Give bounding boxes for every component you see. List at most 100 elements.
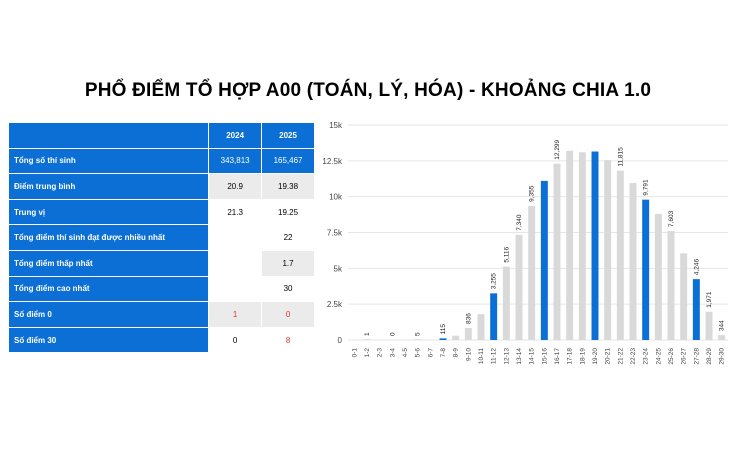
bar <box>578 152 586 340</box>
table-row: Trung vị 21.3 19.25 <box>7 198 315 226</box>
x-tick-label: 17-18 <box>567 348 574 365</box>
value-2024: 0 <box>208 326 263 354</box>
data-label: 7,603 <box>668 210 675 227</box>
data-label: 836 <box>465 313 472 324</box>
header-2025: 2025 <box>261 122 315 149</box>
data-label: 5 <box>415 332 422 336</box>
bar <box>616 170 624 340</box>
stats-table: 2024 2025 Tổng số thí sinh 343,813 165,4… <box>7 122 315 354</box>
row-label: Điểm trung bình <box>7 173 210 200</box>
bar <box>464 328 472 340</box>
value-2025: 0 <box>261 301 315 328</box>
value-2024 <box>208 249 263 277</box>
x-tick-label: 11-12 <box>491 348 498 365</box>
bar <box>502 266 510 340</box>
bar <box>490 293 498 340</box>
data-label: 3,255 <box>491 273 498 290</box>
data-label: 11,815 <box>617 147 624 167</box>
x-tick-label: 29-30 <box>719 348 726 365</box>
header-2024: 2024 <box>208 122 263 149</box>
value-2024: 343,813 <box>208 147 263 175</box>
bar <box>566 150 574 340</box>
chart-title: PHỔ ĐIỂM TỔ HỢP A00 (TOÁN, LÝ, HÓA) - KH… <box>84 80 652 101</box>
table-row: Số điểm 0 1 0 <box>7 301 315 328</box>
x-tick-label: 5-6 <box>415 348 422 358</box>
data-label: 12,299 <box>554 139 561 159</box>
x-tick-label: 20-21 <box>605 348 612 365</box>
bar <box>477 314 485 340</box>
x-tick-label: 9-10 <box>465 348 472 361</box>
data-label: 115 <box>440 324 447 335</box>
x-tick-label: 14-15 <box>529 348 536 365</box>
row-label: Tổng điểm thấp nhất <box>7 249 210 277</box>
row-label: Tổng điểm cao nhất <box>7 275 210 303</box>
x-tick-label: 18-19 <box>579 348 586 365</box>
x-tick-label: 19-20 <box>592 348 599 365</box>
x-tick-label: 13-14 <box>516 348 523 365</box>
bar <box>540 180 548 340</box>
value-2024: 20.9 <box>208 173 263 200</box>
x-tick-label: 28-29 <box>706 348 713 365</box>
x-tick-label: 25-26 <box>668 348 675 365</box>
bar <box>363 339 371 340</box>
data-label: 344 <box>719 320 726 331</box>
x-tick-label: 12-13 <box>503 348 510 365</box>
x-tick-label: 27-28 <box>693 348 700 365</box>
bar <box>439 338 447 340</box>
table-row: Tổng điểm thấp nhất 1.7 <box>7 249 315 277</box>
value-2025: 30 <box>261 275 315 303</box>
table-header-row: 2024 2025 <box>7 122 315 149</box>
x-tick-label: 21-22 <box>617 348 624 365</box>
y-tick-label: 5k <box>334 264 343 273</box>
data-label: 1 <box>364 332 371 336</box>
bar <box>515 234 523 340</box>
bar <box>414 339 422 340</box>
table-row: Điểm trung bình 20.9 19.38 <box>7 173 315 200</box>
x-tick-label: 8-9 <box>453 348 460 358</box>
data-label: 1,971 <box>706 291 713 308</box>
x-tick-label: 6-7 <box>427 348 434 358</box>
x-tick-label: 7-8 <box>440 348 447 358</box>
x-tick-label: 0-1 <box>351 348 358 358</box>
bar <box>718 335 726 340</box>
x-tick-label: 3-4 <box>389 348 396 358</box>
y-tick-label: 0 <box>338 336 343 345</box>
bar <box>553 163 561 340</box>
data-label: 7,340 <box>516 214 523 231</box>
row-label: Tổng số thí sinh <box>7 147 210 175</box>
row-label: Số điểm 30 <box>7 326 210 354</box>
data-label: 4,246 <box>693 258 700 275</box>
value-2024 <box>208 224 263 251</box>
bar <box>692 279 700 340</box>
x-tick-label: 26-27 <box>681 348 688 365</box>
y-tick-label: 10k <box>329 193 343 202</box>
x-tick-label: 16-17 <box>554 348 561 365</box>
data-label: 9,355 <box>529 185 536 202</box>
bar <box>528 205 536 340</box>
data-label: 9,791 <box>643 179 650 196</box>
bar <box>642 199 650 340</box>
y-tick-label: 7.5k <box>327 229 343 238</box>
y-tick-label: 12.5k <box>322 157 343 166</box>
bar <box>667 231 675 340</box>
table-row: Số điểm 30 0 8 <box>7 326 315 354</box>
x-tick-label: 2-3 <box>377 348 384 358</box>
bar <box>604 160 612 340</box>
x-tick-label: 24-25 <box>655 348 662 365</box>
value-2025: 1.7 <box>261 249 315 277</box>
data-label: 0 <box>389 332 396 336</box>
bar <box>705 311 713 340</box>
table-row: Tổng điểm cao nhất 30 <box>7 275 315 303</box>
value-2025: 8 <box>261 326 315 354</box>
x-tick-label: 1-2 <box>364 348 371 358</box>
bar <box>591 151 599 340</box>
y-tick-label: 15k <box>329 121 343 130</box>
row-label: Số điểm 0 <box>7 301 210 328</box>
value-2025: 19.38 <box>261 173 315 200</box>
table-row: Tổng điểm thí sinh đạt được nhiều nhất 2… <box>7 224 315 251</box>
x-tick-label: 10-11 <box>478 348 485 365</box>
value-2025: 22 <box>261 224 315 251</box>
row-label: Tổng điểm thí sinh đạt được nhiều nhất <box>7 224 210 251</box>
value-2024: 1 <box>208 301 263 328</box>
y-tick-label: 2.5k <box>327 300 343 309</box>
